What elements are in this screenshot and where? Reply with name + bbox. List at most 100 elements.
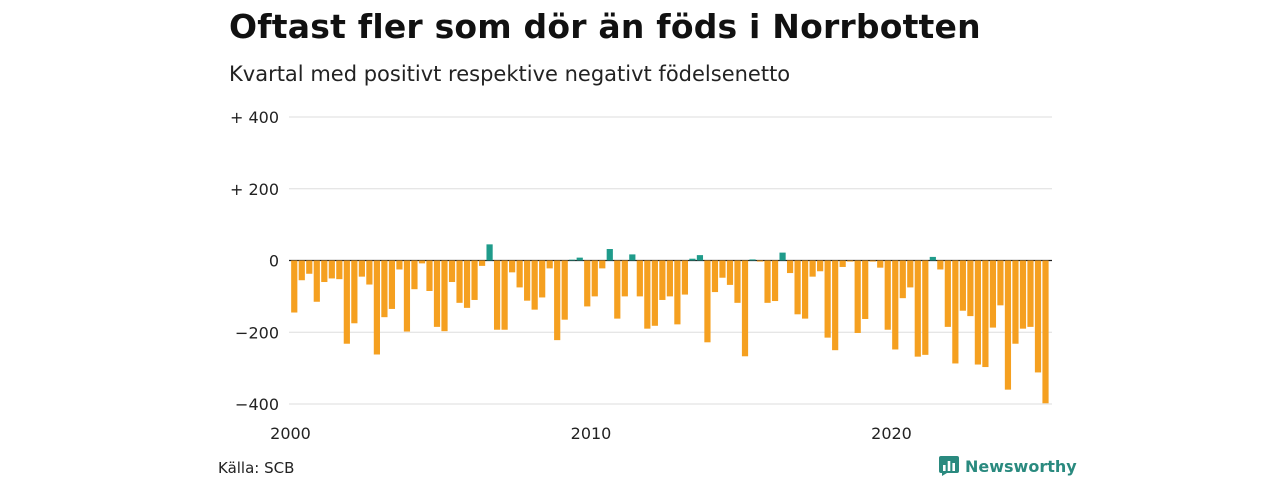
bar	[614, 260, 621, 319]
bar	[554, 260, 561, 341]
brand-name: Newsworthy	[965, 456, 1077, 476]
bar	[734, 260, 741, 303]
bar	[914, 260, 921, 357]
bar	[569, 259, 576, 261]
bar	[433, 260, 441, 327]
bar	[576, 257, 583, 261]
bar	[426, 260, 433, 291]
bar	[771, 260, 779, 302]
chart-subtitle: Kvartal med positivt respektive negativt…	[229, 62, 791, 86]
bar	[1027, 260, 1034, 327]
bar	[726, 260, 734, 285]
bar	[1034, 260, 1042, 373]
bar	[711, 260, 719, 293]
source-label: Källa: SCB	[218, 459, 295, 477]
bar	[666, 260, 673, 297]
bar	[531, 260, 538, 310]
bar	[749, 259, 756, 261]
bar	[366, 260, 373, 285]
y-axis-labels: + 400 + 200 0 −200 −400	[230, 108, 279, 414]
bar	[659, 260, 666, 300]
brand-logo[interactable]: Newsworthy	[939, 456, 1077, 476]
x-tick-label: 2020	[871, 424, 912, 443]
bar	[306, 260, 313, 274]
bar	[869, 260, 876, 262]
bar	[524, 260, 531, 301]
y-tick-label: + 400	[230, 108, 279, 127]
x-axis-labels: 2000 2010 2020	[270, 424, 912, 443]
bar	[944, 260, 951, 327]
bar	[862, 260, 869, 319]
bar	[546, 260, 553, 269]
x-tick-label: 2000	[270, 424, 311, 443]
bar	[509, 260, 516, 273]
bar	[937, 260, 944, 270]
bar	[1019, 260, 1027, 329]
bar	[674, 260, 681, 325]
bar	[486, 244, 493, 261]
bar	[636, 260, 643, 297]
bars	[291, 244, 1049, 404]
bar	[381, 260, 388, 318]
bar	[967, 260, 974, 317]
bar	[606, 249, 613, 261]
bar	[291, 260, 298, 313]
bar	[854, 260, 861, 333]
bar	[599, 260, 606, 269]
bar	[741, 260, 749, 357]
bar	[448, 260, 456, 283]
bar	[689, 258, 696, 261]
bar	[501, 260, 508, 330]
bar	[418, 260, 426, 264]
y-tick-label: 0	[269, 252, 279, 271]
bar	[974, 260, 981, 365]
bar	[621, 260, 628, 297]
bar	[952, 260, 959, 364]
bar	[764, 260, 771, 303]
bar	[441, 260, 448, 332]
bar	[839, 260, 846, 267]
bar	[802, 260, 809, 319]
bar	[651, 260, 658, 326]
y-tick-label: −400	[235, 395, 279, 414]
y-tick-label: −200	[235, 323, 279, 342]
bar	[343, 260, 350, 344]
bar	[456, 260, 463, 303]
bar	[959, 260, 966, 311]
bar	[298, 260, 305, 281]
bar	[313, 260, 320, 302]
bar	[351, 260, 358, 324]
bar	[629, 254, 636, 261]
bar	[516, 260, 523, 288]
bar	[1042, 260, 1049, 404]
bar	[336, 260, 343, 280]
bar	[817, 260, 824, 272]
bar	[681, 260, 689, 295]
bar	[899, 260, 906, 299]
bar	[877, 260, 884, 268]
bar	[794, 260, 801, 315]
bar	[779, 252, 786, 261]
bar	[989, 260, 997, 328]
newsworthy-logo-icon	[939, 456, 959, 476]
bar	[358, 260, 365, 277]
bar	[644, 260, 651, 329]
bar	[584, 260, 591, 307]
bar	[539, 260, 546, 298]
bar	[884, 260, 891, 330]
bar	[561, 260, 568, 320]
bar	[847, 260, 854, 262]
bar	[328, 260, 335, 279]
bar	[471, 260, 478, 300]
bar	[591, 260, 598, 297]
bar	[832, 260, 839, 351]
bar	[696, 255, 704, 261]
bar	[411, 260, 418, 290]
bar	[756, 260, 764, 262]
bar	[719, 260, 726, 278]
bar	[786, 260, 794, 274]
bar	[982, 260, 989, 368]
bar	[824, 260, 831, 338]
y-tick-label: + 200	[230, 180, 279, 199]
bar	[321, 260, 328, 283]
